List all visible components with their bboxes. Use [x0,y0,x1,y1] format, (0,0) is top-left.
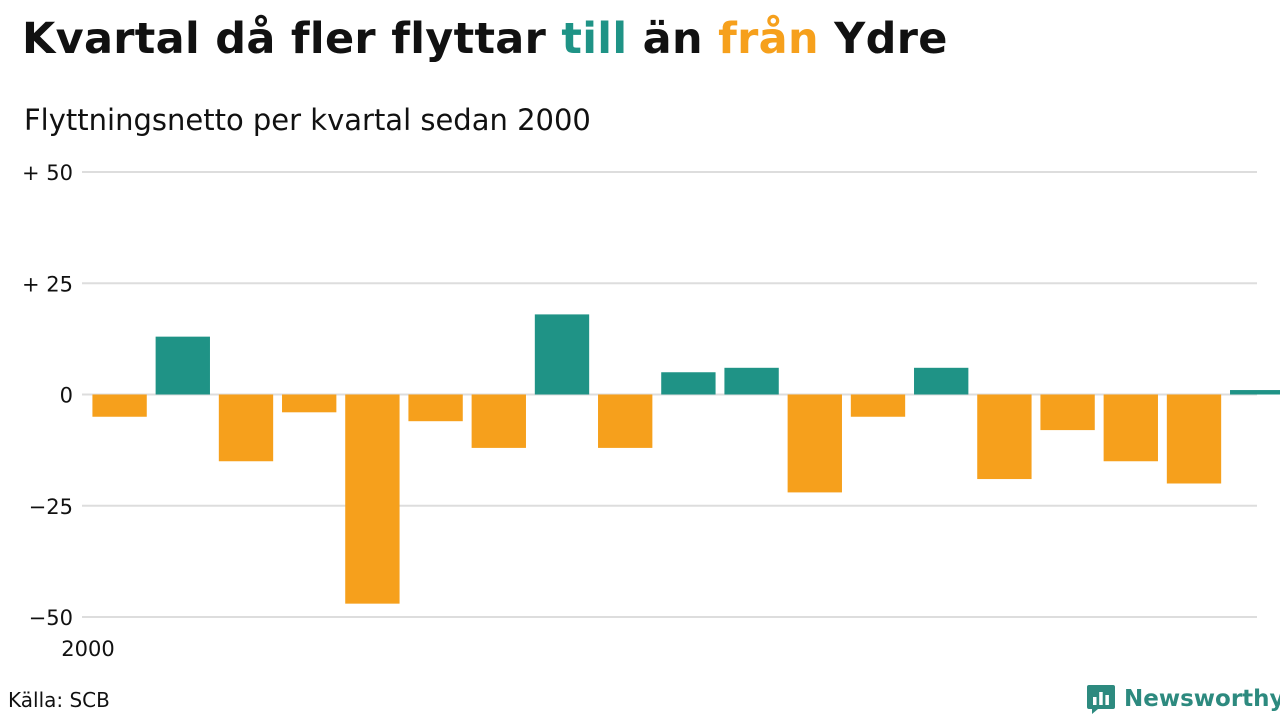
newsworthy-brand[interactable]: Newsworthy [1086,683,1280,715]
bar [1166,394,1222,484]
bar [914,367,969,395]
bar [471,394,526,448]
bars [92,314,1280,604]
bar [282,394,337,413]
title-part-1: Kvartal då fler flyttar [22,14,562,64]
bar [1103,394,1158,462]
x-tick-label: 2000 [61,637,114,661]
y-tick-label: 0 [60,384,73,408]
bar [1230,390,1280,395]
title-highlight-till: till [561,14,628,64]
source-note: Källa: SCB [8,688,110,712]
bar [787,394,842,493]
y-tick-label: −25 [29,495,73,519]
y-tick-label: + 50 [22,161,73,185]
y-tick-label: −50 [29,606,73,630]
title-highlight-fran: från [718,14,819,64]
title-part-3: Ydre [818,14,948,64]
bar [218,394,274,462]
chart-title: Kvartal då fler flyttar till än från Ydr… [22,14,948,64]
bar [345,394,400,604]
bar [850,394,906,417]
y-tick-label: + 25 [22,272,73,296]
bar [598,394,653,448]
bar [724,367,779,395]
bar [534,314,590,395]
title-part-2: än [627,14,719,64]
bar [661,372,716,395]
bar [1040,394,1095,431]
bar [92,394,147,417]
brand-name: Newsworthy [1124,686,1280,712]
x-axis-labels: 20002005201020152020 [61,637,114,661]
newsworthy-logo-icon [1087,685,1115,714]
y-axis-labels: + 50 + 25 0 −25 −50 [22,161,73,630]
bar [408,394,463,422]
bar [977,394,1032,480]
bar [155,336,210,395]
chart-subtitle: Flyttningsnetto per kvartal sedan 2000 [24,103,591,137]
